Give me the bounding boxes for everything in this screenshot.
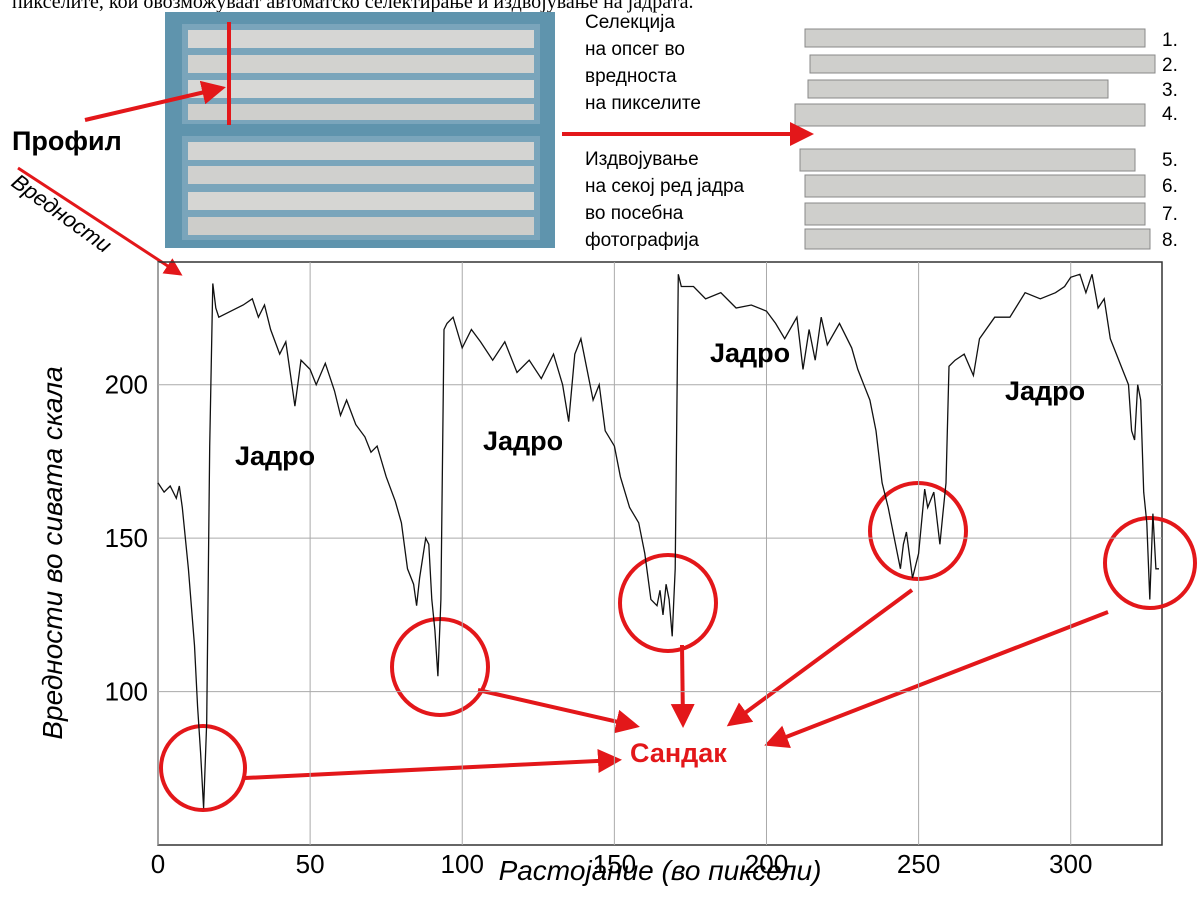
- x-tick-label: 200: [745, 849, 788, 879]
- extraction-text: Издвојување: [585, 149, 699, 170]
- extraction-text: фотографија: [585, 230, 699, 251]
- row-number: 6.: [1162, 176, 1178, 197]
- core-label: Јадро: [710, 338, 790, 368]
- values-label: Вредности: [7, 169, 116, 258]
- x-tick-label: 150: [593, 849, 636, 879]
- selection-text: вредноста: [585, 66, 677, 87]
- core-box-photo: [165, 12, 555, 248]
- extraction-text: во посебна: [585, 203, 684, 224]
- row-number: 2.: [1162, 55, 1178, 76]
- extraction-text: на секој ред јадра: [585, 176, 745, 197]
- row-number: 1.: [1162, 30, 1178, 51]
- row-number: 8.: [1162, 230, 1178, 251]
- row-number: 7.: [1162, 204, 1178, 225]
- selection-text: на опсег во: [585, 39, 685, 60]
- figure: пикселите, кои овозможуваат автоматско с…: [0, 0, 1198, 895]
- x-tick-label: 0: [151, 849, 165, 879]
- box-label: Сандак: [630, 738, 727, 768]
- core-label: Јадро: [1005, 376, 1085, 406]
- core-label: Јадро: [483, 426, 563, 456]
- x-tick-label: 250: [897, 849, 940, 879]
- y-tick-label: 150: [105, 523, 148, 553]
- core-label: Јадро: [235, 441, 315, 471]
- x-tick-label: 300: [1049, 849, 1092, 879]
- x-tick-label: 100: [441, 849, 484, 879]
- y-tick-label: 100: [105, 677, 148, 707]
- y-axis-title: Вредности во сивата скала: [37, 366, 68, 739]
- profile-line: [158, 274, 1159, 808]
- profile-label: Профил: [12, 126, 122, 156]
- core-strips: [795, 29, 1155, 249]
- row-number: 4.: [1162, 104, 1178, 125]
- row-number: 3.: [1162, 80, 1178, 101]
- x-tick-label: 50: [296, 849, 325, 879]
- y-tick-label: 200: [105, 370, 148, 400]
- selection-text: на пикселите: [585, 93, 701, 114]
- selection-text: Селекција: [585, 12, 675, 33]
- row-number: 5.: [1162, 150, 1178, 171]
